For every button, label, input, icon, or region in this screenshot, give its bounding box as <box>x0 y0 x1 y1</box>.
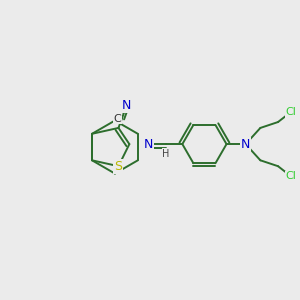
Text: Cl: Cl <box>286 172 297 182</box>
Text: N: N <box>241 138 250 151</box>
Text: N: N <box>144 138 153 151</box>
Text: S: S <box>115 160 122 173</box>
Text: N: N <box>121 99 131 112</box>
Text: C: C <box>114 114 121 124</box>
Text: Cl: Cl <box>286 107 297 117</box>
Text: H: H <box>163 148 170 158</box>
